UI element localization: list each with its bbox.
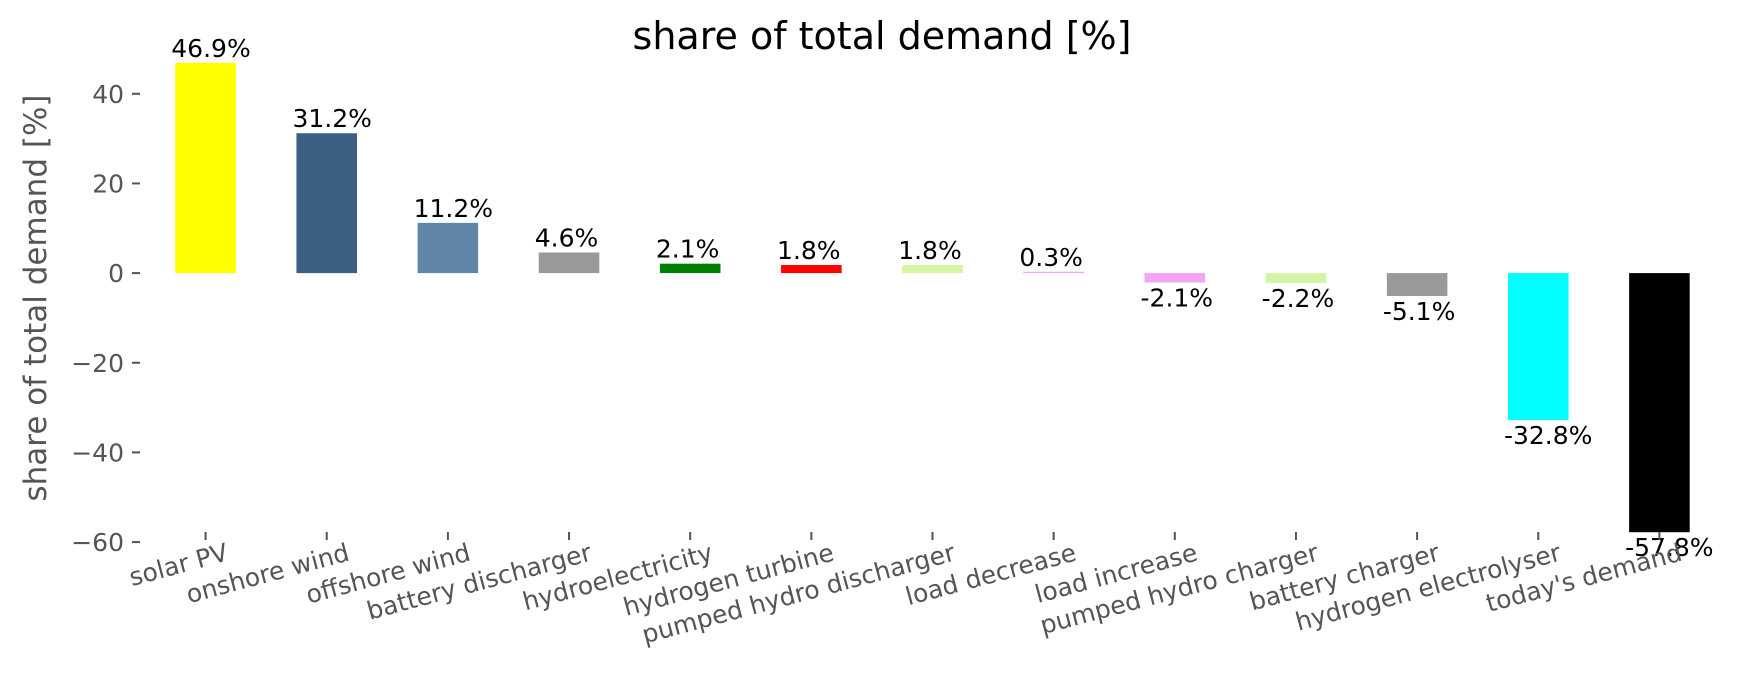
bar (538, 252, 600, 274)
bar (1386, 273, 1448, 296)
data-label: -5.1% (1383, 297, 1456, 326)
bar (902, 265, 963, 274)
data-label: 31.2% (292, 104, 371, 133)
y-tick-label: −20 (71, 349, 124, 378)
y-tick-label: 40 (92, 80, 124, 109)
data-label: -32.8% (1504, 421, 1592, 450)
bar (417, 222, 479, 274)
data-label: -2.2% (1262, 284, 1335, 313)
bar (1265, 273, 1327, 283)
bar (296, 133, 358, 274)
data-label: -2.1% (1141, 284, 1214, 313)
y-tick-label: 0 (108, 259, 124, 288)
y-tick-label: 20 (92, 169, 124, 198)
bar (1629, 273, 1690, 533)
y-axis-label: share of total demand [%] (18, 94, 54, 501)
bars-group (175, 62, 1690, 533)
bar (659, 263, 721, 274)
bar (1507, 273, 1569, 421)
data-label: 4.6% (535, 223, 599, 252)
chart-title: share of total demand [%] (633, 14, 1132, 58)
data-label: 0.3% (1019, 243, 1083, 272)
data-label: 1.8% (898, 236, 962, 265)
bar (1144, 273, 1206, 283)
data-label: 11.2% (414, 194, 493, 223)
data-label: -57.8% (1625, 533, 1713, 562)
y-axis: 40 20 0 −20 −40 −60 (71, 80, 140, 557)
y-tick-label: −40 (71, 438, 124, 467)
bar (175, 62, 236, 274)
y-tick-label: −60 (71, 528, 124, 557)
data-label: 1.8% (777, 236, 841, 265)
data-labels-group: 46.9% 31.2% 11.2% 4.6% 2.1% 1.8% 1.8% 0.3% -2.1%… (171, 34, 1713, 562)
data-label: 2.1% (656, 235, 720, 264)
bar (781, 265, 842, 274)
data-label: 46.9% (171, 34, 250, 63)
bar (1023, 271, 1084, 274)
